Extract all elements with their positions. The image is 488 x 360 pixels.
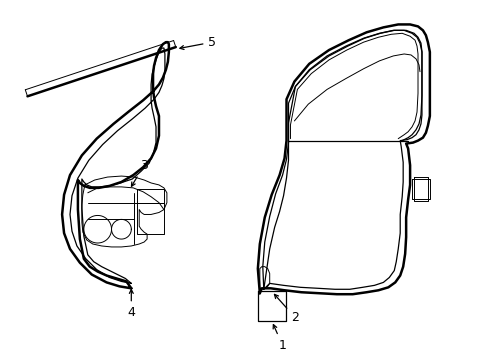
Text: 5: 5 [180, 36, 216, 49]
Text: 3: 3 [131, 159, 148, 186]
Text: 2: 2 [274, 294, 299, 324]
Text: 1: 1 [273, 325, 286, 352]
Text: 4: 4 [127, 289, 135, 319]
